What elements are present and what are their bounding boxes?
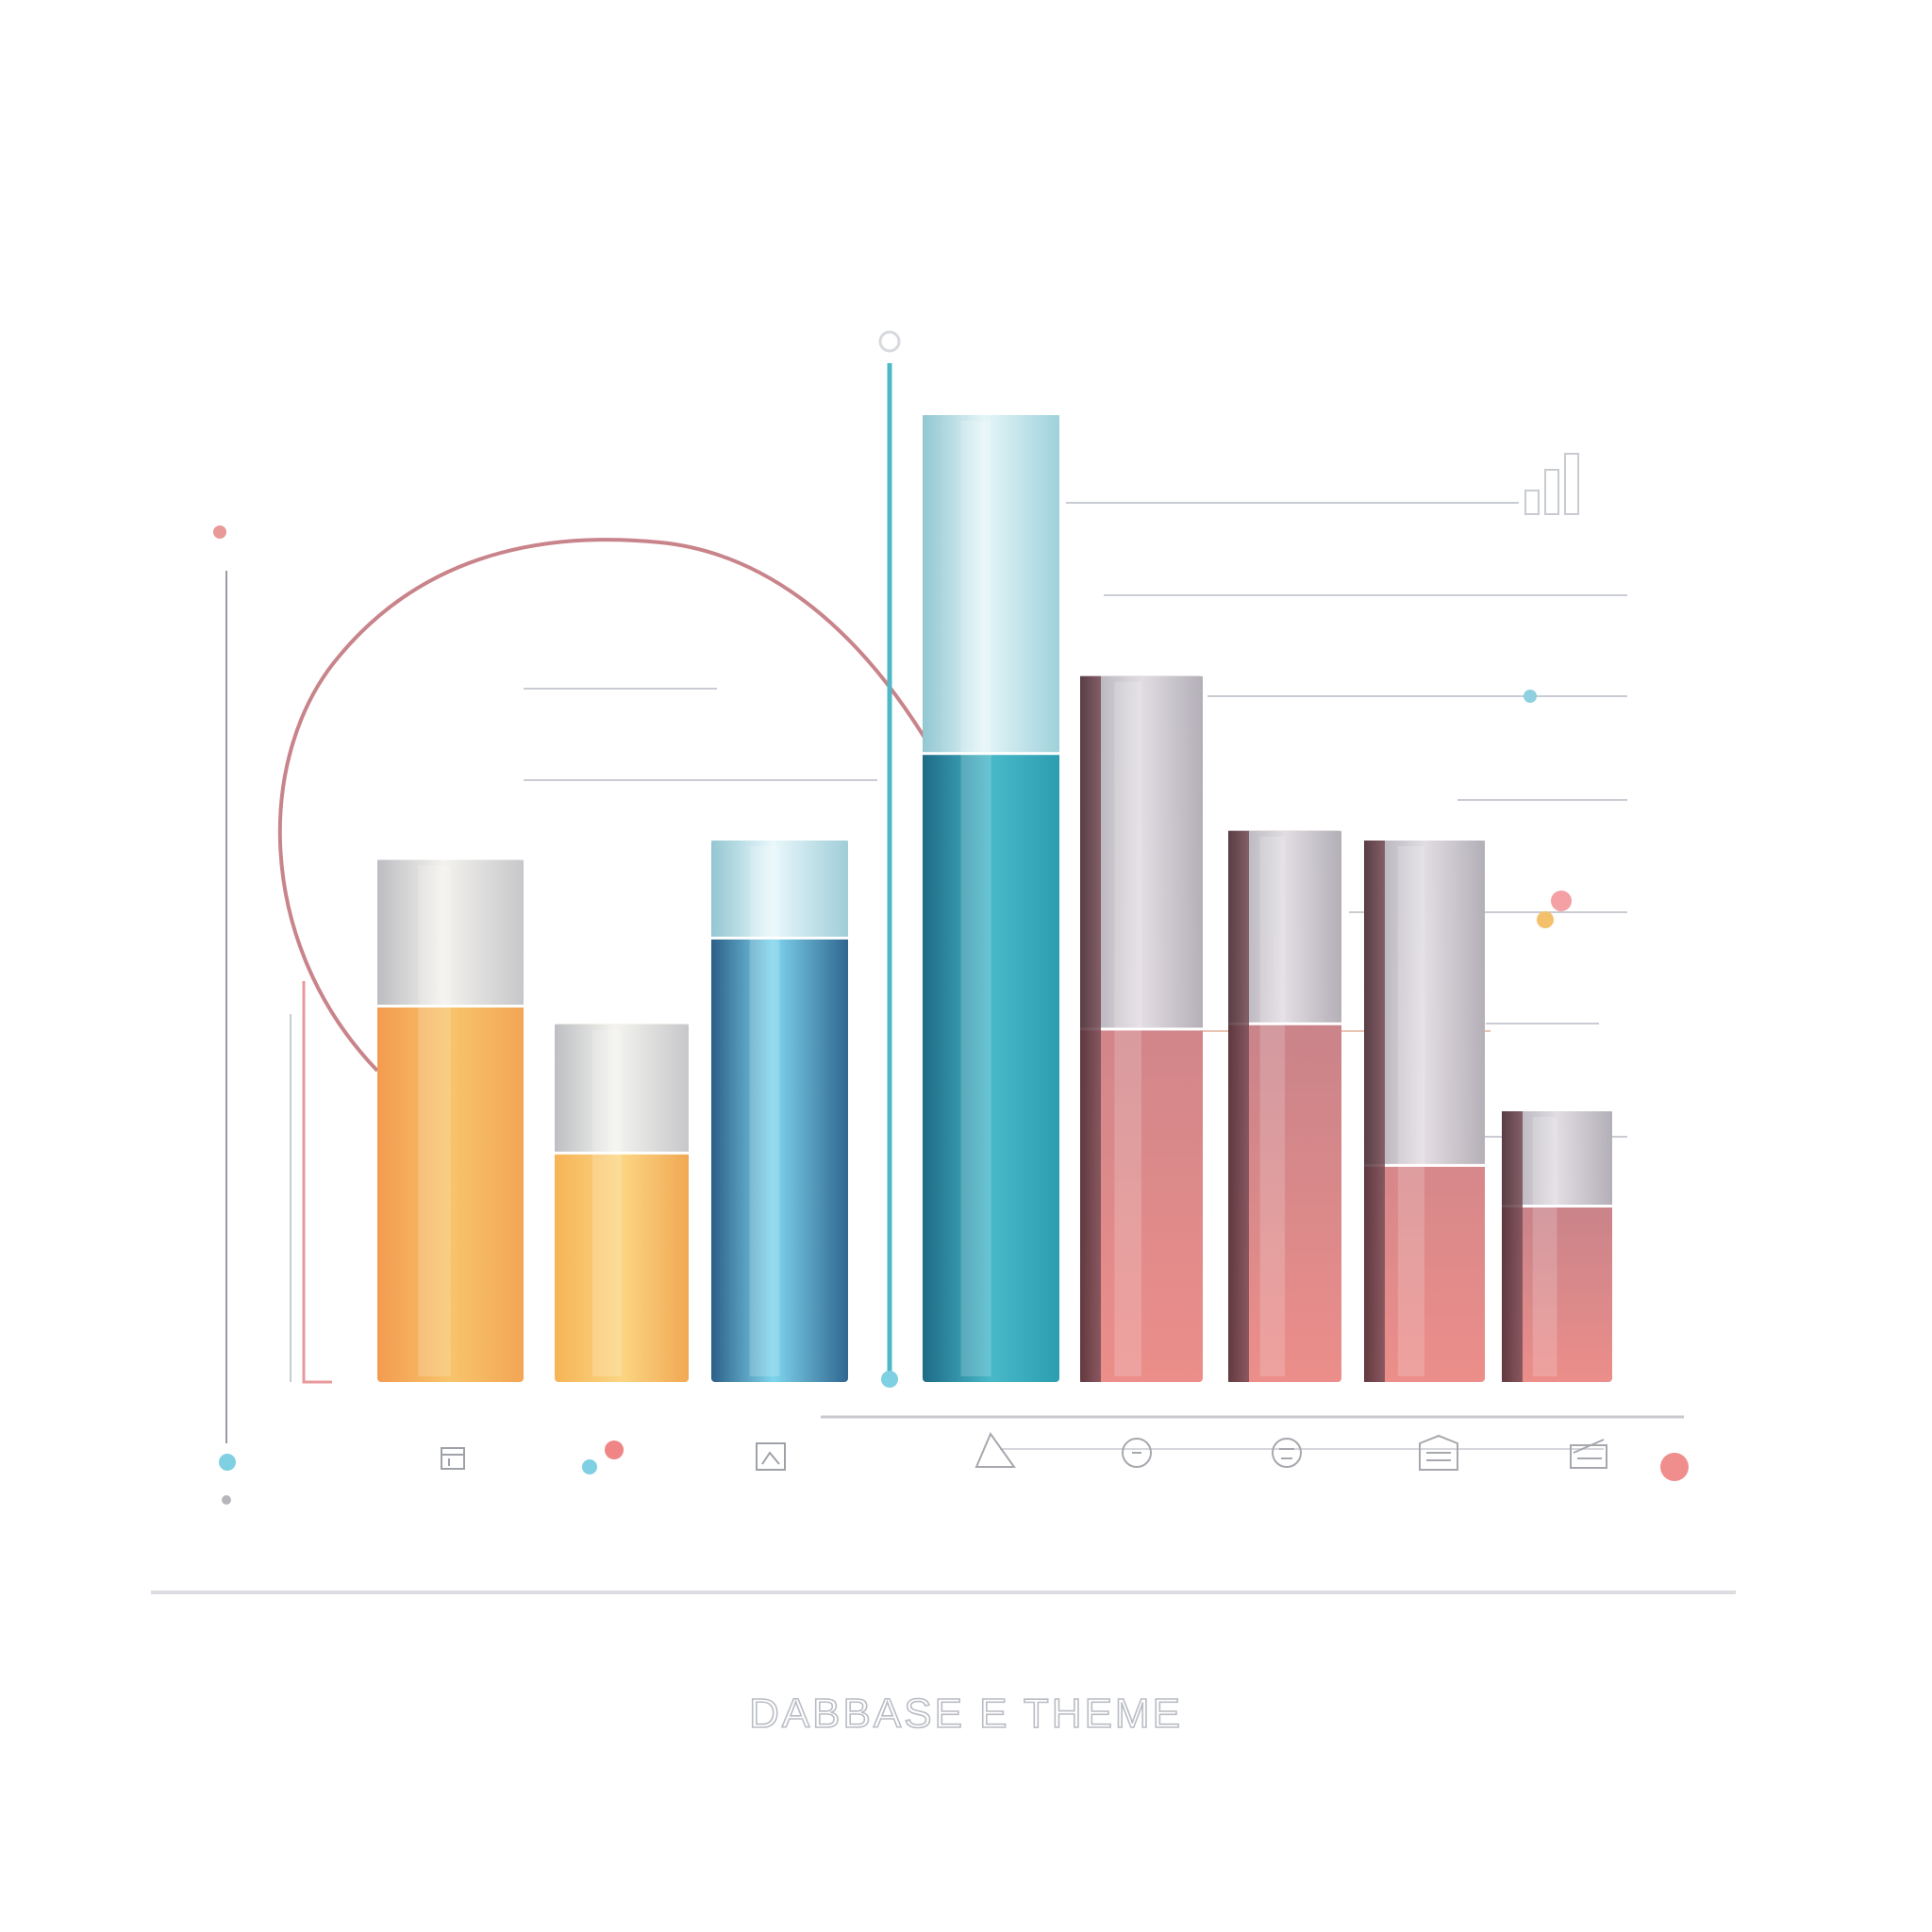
bar bbox=[377, 859, 524, 1382]
globe-icon bbox=[1272, 1438, 1302, 1468]
leader-dot bbox=[1551, 891, 1572, 911]
left-guide-top-dot bbox=[213, 525, 226, 539]
triangle-icon bbox=[974, 1431, 1016, 1468]
calendar-icon bbox=[441, 1447, 465, 1470]
bar-highlight bbox=[1259, 836, 1285, 1376]
bar-body bbox=[711, 841, 848, 1382]
bar-cap bbox=[711, 841, 848, 939]
bar bbox=[1364, 841, 1485, 1382]
mini-bar-chart-icon bbox=[1524, 453, 1579, 515]
bar-highlight bbox=[749, 846, 780, 1376]
bar-highlight bbox=[1114, 681, 1141, 1376]
chart-caption: DABBASE E THEME bbox=[748, 1690, 1183, 1738]
bar bbox=[1502, 1111, 1612, 1382]
category-end-dot bbox=[1660, 1453, 1689, 1481]
bar-side-edge bbox=[1502, 1111, 1523, 1382]
bar-highlight bbox=[591, 1029, 622, 1376]
leader-dot bbox=[1524, 690, 1537, 703]
left-guide-bottom-dot bbox=[219, 1454, 236, 1471]
bar-cap bbox=[377, 859, 524, 1007]
bar-highlight bbox=[1397, 846, 1424, 1376]
inner-left-guide-foot bbox=[302, 981, 332, 1384]
bar-highlight bbox=[418, 865, 451, 1376]
bar bbox=[555, 1024, 689, 1382]
left-guide-small-dot bbox=[222, 1495, 231, 1505]
bar-cap bbox=[555, 1024, 689, 1154]
dots-icon bbox=[582, 1441, 624, 1474]
clock-icon bbox=[1122, 1438, 1152, 1468]
inbox-icon bbox=[1419, 1434, 1458, 1471]
chart-decorations bbox=[151, 330, 1736, 1594]
bar bbox=[1080, 675, 1203, 1382]
center-guide-bottom-dot bbox=[881, 1371, 898, 1388]
decorative-arc bbox=[277, 538, 931, 1073]
bars-group bbox=[377, 415, 1612, 1382]
tray-icon bbox=[1570, 1439, 1607, 1469]
bar-highlight bbox=[1532, 1117, 1557, 1376]
bar bbox=[711, 841, 848, 1382]
bar-side-edge bbox=[1228, 830, 1249, 1382]
bar-cap bbox=[923, 415, 1059, 754]
image-icon bbox=[756, 1442, 786, 1471]
bar-side-edge bbox=[1364, 841, 1385, 1382]
bar bbox=[1228, 830, 1341, 1382]
center-guide-top-dot bbox=[878, 330, 901, 353]
bar-highlight bbox=[960, 421, 991, 1376]
bar-side-edge bbox=[1080, 675, 1101, 1382]
leader-dot bbox=[1537, 911, 1554, 928]
bar bbox=[923, 415, 1059, 1382]
